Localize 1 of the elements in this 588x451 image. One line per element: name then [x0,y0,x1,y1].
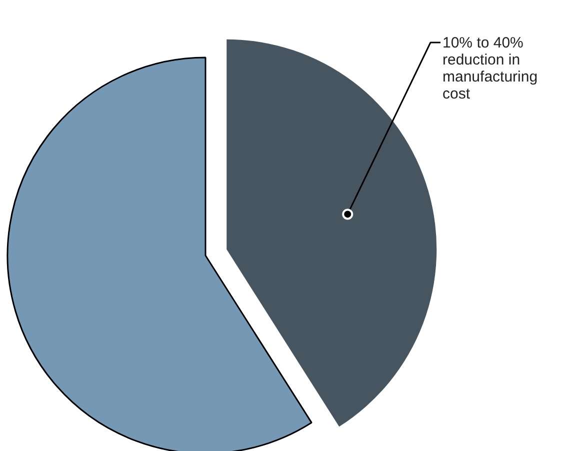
slice-label: 10% to 40% reduction in manufacturing cost [442,34,538,102]
